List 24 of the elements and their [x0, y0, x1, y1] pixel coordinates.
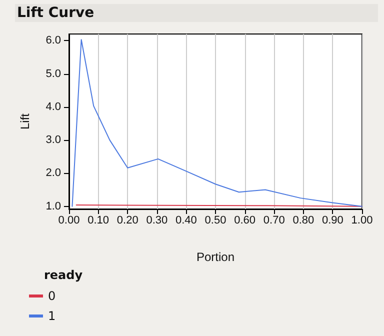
y-axis-title: Lift: [18, 112, 32, 130]
legend-title: ready: [44, 268, 83, 282]
x-tick-label: 0.30: [146, 214, 168, 226]
y-tick-label: 3.0: [46, 134, 61, 146]
chart-title: Lift Curve: [15, 4, 378, 22]
x-axis-title: Portion: [196, 250, 235, 264]
x-tick-label: 0.00: [58, 214, 80, 226]
x-tick-label: 1.00: [351, 214, 373, 226]
x-tick-label: 0.90: [322, 214, 344, 226]
x-tick-label: 0.50: [204, 214, 226, 226]
x-tick-label: 0.70: [263, 214, 285, 226]
y-tick-label: 6.0: [46, 34, 61, 47]
x-tick-label: 0.40: [175, 214, 197, 226]
x-tick-label: 0.20: [116, 214, 138, 226]
legend-label: 0: [48, 289, 56, 303]
x-tick-label: 0.60: [234, 214, 256, 226]
legend-label: 1: [48, 309, 56, 323]
line-series: [72, 39, 362, 207]
y-tick-label: 1.0: [46, 200, 61, 212]
y-tick-label: 2.0: [46, 167, 61, 180]
x-tick-label: 0.80: [292, 214, 314, 226]
y-tick-label: 5.0: [46, 68, 61, 80]
y-tick-label: 4.0: [46, 100, 61, 113]
x-tick-label: 0.10: [88, 214, 110, 226]
